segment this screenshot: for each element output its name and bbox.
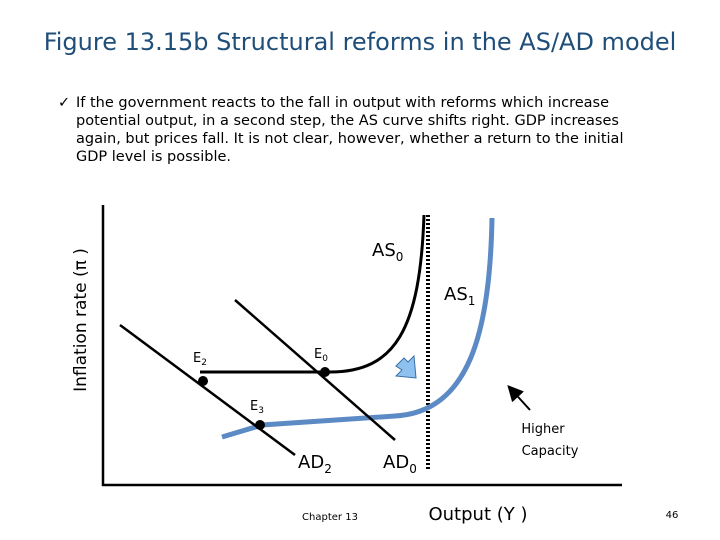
annotation-line: Higher <box>521 422 565 437</box>
page-number: 46 <box>666 510 679 521</box>
label-base: AS <box>444 284 468 305</box>
title: Figure 13.15b Structural reforms in the … <box>43 28 677 56</box>
e3-label: E3 <box>250 399 264 416</box>
as0-label: AS0 <box>372 240 403 264</box>
ad0-label: AD0 <box>383 452 417 476</box>
label-sub: 0 <box>322 354 328 364</box>
label-sub: 2 <box>324 462 332 476</box>
label-base: AD <box>383 452 409 473</box>
label-base: E <box>314 347 322 362</box>
as0-curve <box>200 214 426 374</box>
point-e3 <box>255 420 265 430</box>
chapter: Chapter 13 <box>302 512 358 523</box>
label-base: AD <box>298 452 324 473</box>
label-base: E <box>250 399 258 414</box>
e2-label: E2 <box>193 351 207 368</box>
label-sub: 0 <box>409 462 417 476</box>
as1-label: AS1 <box>444 284 475 308</box>
as1-curve <box>221 217 495 440</box>
label-base: E <box>193 351 201 366</box>
point-e2 <box>198 376 208 386</box>
e0-label: E0 <box>314 347 328 364</box>
x-axis-label: Output (Y ) <box>428 504 527 525</box>
bullet-text: If the government reacts to the fall in … <box>76 95 624 165</box>
ad2-label: AD2 <box>298 452 332 476</box>
label-base: AS <box>372 240 396 261</box>
label-sub: 1 <box>468 294 476 308</box>
label-sub: 0 <box>396 250 404 264</box>
y-axis-label: Inflation rate (π ) <box>71 248 91 392</box>
ad0-line <box>234 299 396 441</box>
check-mark: ✓ <box>58 95 71 111</box>
ad2-line <box>119 323 296 457</box>
label-sub: 2 <box>201 358 207 368</box>
annotation-line: Capacity <box>522 444 579 459</box>
capacity-arrow <box>507 385 531 411</box>
point-e0 <box>320 367 330 377</box>
shift-arrow <box>394 354 417 379</box>
label-sub: 3 <box>258 406 264 416</box>
bullet: ✓ If the government reacts to the fall in… <box>58 94 656 166</box>
